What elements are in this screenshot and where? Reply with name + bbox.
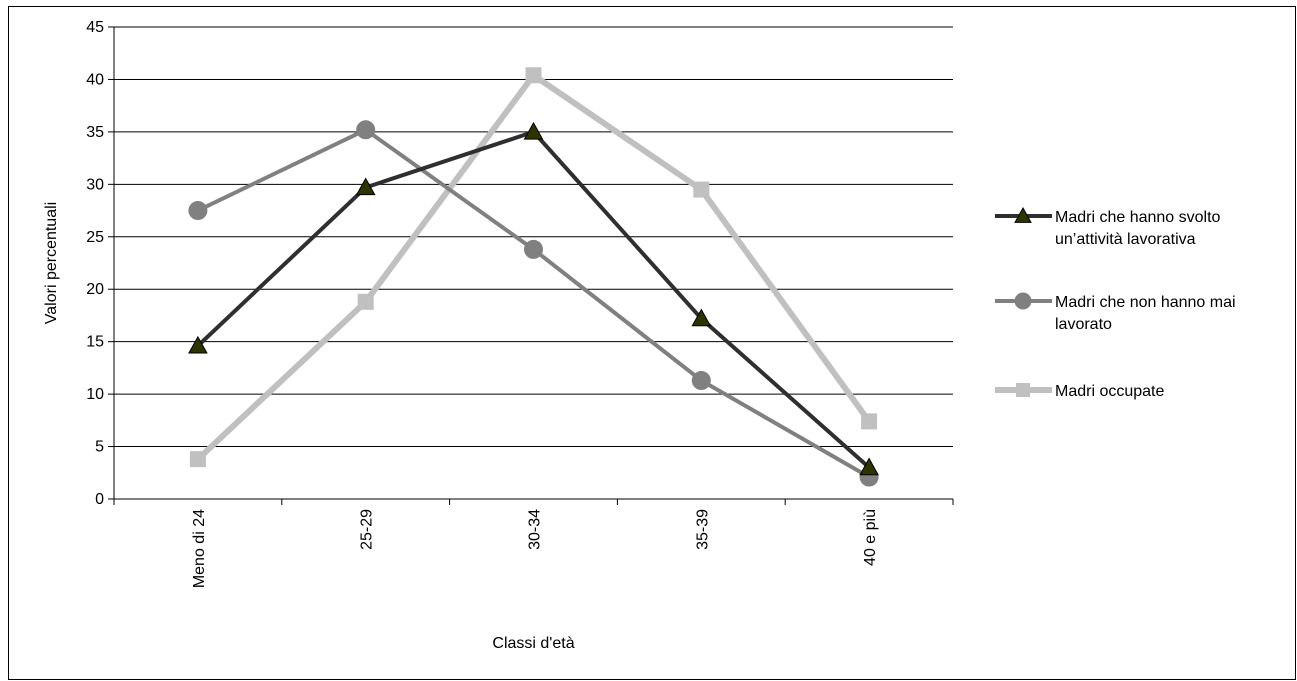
y-tick-label: 0: [95, 491, 104, 508]
marker-circle: [188, 201, 208, 221]
series-3: [189, 67, 878, 468]
x-tick-label: 35-39: [694, 509, 711, 550]
y-tick-label: 20: [86, 281, 104, 298]
series-line: [197, 127, 871, 479]
marker-circle: [691, 370, 711, 390]
series-group: [188, 67, 879, 487]
y-tick-label: 30: [86, 176, 104, 193]
y-tick-label: 10: [86, 386, 104, 403]
marker-triangle: [1014, 206, 1032, 223]
marker-circle: [524, 239, 543, 259]
marker-triangle: [859, 457, 879, 476]
y-axis-title: Valori percentuali: [43, 202, 60, 324]
y-tick-label: 15: [86, 334, 104, 351]
series-1: [188, 121, 879, 476]
axes: [108, 26, 954, 505]
gridlines: [114, 26, 953, 448]
x-axis-title: Classi d'età: [492, 635, 574, 652]
y-tick-label: 25: [86, 229, 104, 246]
marker-triangle: [691, 308, 712, 327]
x-tick-labels: Meno di 24 25-29 30-34 35-39 40 e più: [191, 509, 879, 588]
marker-triangle: [188, 335, 208, 354]
legend-label: Madri che hanno svolto: [1055, 209, 1221, 226]
x-tick-label: 30-34: [527, 509, 544, 550]
marker-square: [861, 413, 878, 430]
marker-triangle: [355, 177, 376, 196]
legend-item: Madri occupate: [995, 383, 1164, 400]
legend-label: Madri occupate: [1055, 383, 1164, 400]
y-tick-label: 40: [86, 71, 104, 88]
marker-triangle: [523, 121, 544, 140]
x-tick-label: 25-29: [359, 509, 376, 550]
legend-item: Madri che non hanno mai lavorato: [995, 292, 1236, 333]
marker-circle: [1014, 292, 1032, 310]
legend: Madri che hanno svolto un’attività lavora…: [995, 206, 1236, 400]
marker-circle: [356, 120, 376, 140]
y-tick-label: 5: [95, 439, 104, 456]
marker-square: [189, 451, 206, 468]
legend-label: un’attività lavorativa: [1055, 231, 1196, 248]
y-tick-label: 35: [86, 124, 104, 141]
y-tick-label: 45: [86, 19, 104, 36]
y-tick-labels: 0 5 10 15 20 25 30 35 40 45: [86, 19, 104, 508]
x-tick-label: Meno di 24: [191, 509, 208, 588]
legend-item: Madri che hanno svolto un’attività lavora…: [995, 206, 1221, 248]
marker-square: [693, 181, 710, 198]
legend-label: lavorato: [1055, 316, 1112, 333]
marker-square: [525, 67, 542, 84]
series-2: [188, 120, 879, 487]
marker-square: [357, 293, 374, 310]
x-tick-label: 40 e più: [862, 509, 879, 566]
legend-label: Madri che non hanno mai: [1055, 294, 1236, 311]
marker-square: [1016, 383, 1030, 397]
